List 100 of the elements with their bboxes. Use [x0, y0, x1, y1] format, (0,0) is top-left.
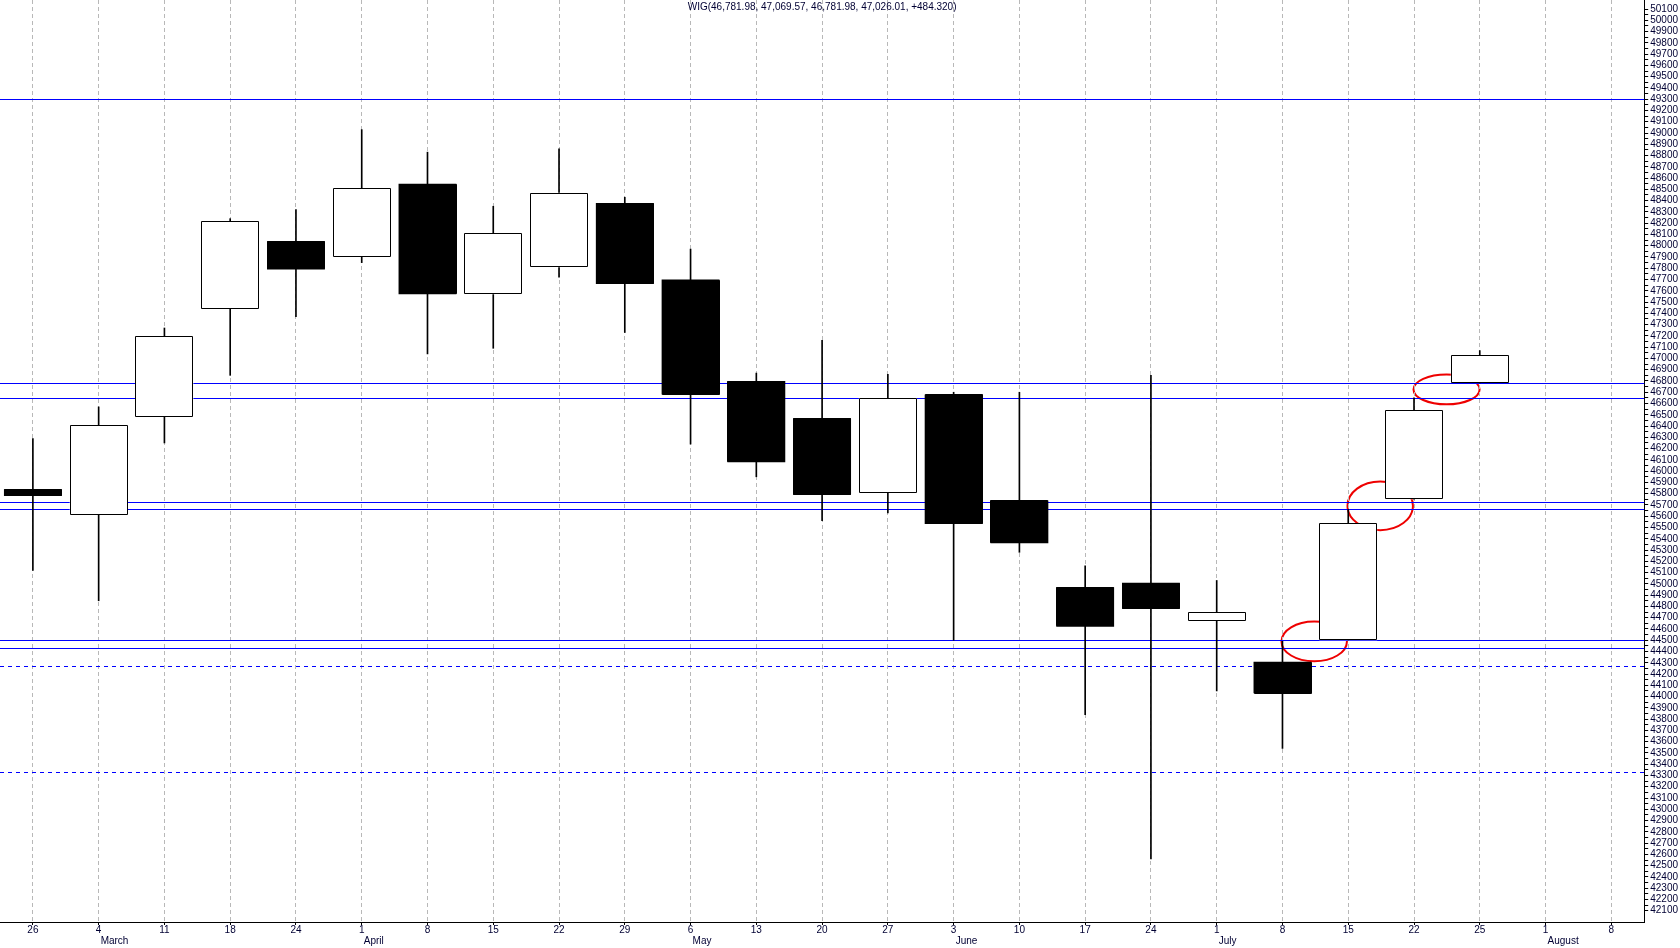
y-tick-label: 42900	[1650, 814, 1679, 826]
y-tick-label: 46400	[1650, 419, 1679, 431]
y-tick-label: 45100	[1650, 566, 1679, 578]
y-tick-label: 49400	[1650, 81, 1679, 93]
y-tick-label: 43600	[1650, 735, 1679, 747]
text: August	[1547, 934, 1579, 946]
y-tick-label: 43800	[1650, 712, 1679, 724]
y-tick-label: 49300	[1650, 92, 1679, 104]
y-tick-label: 47100	[1650, 340, 1679, 352]
y-tick-label: 43200	[1650, 780, 1679, 792]
y-tick-label: 44100	[1650, 679, 1679, 691]
x-tick-label: 15	[487, 924, 500, 936]
y-tick-label: 44400	[1650, 645, 1679, 657]
y-tick-label: 44000	[1650, 690, 1679, 702]
y-tick-label: 43300	[1650, 769, 1679, 781]
y-tick-label: 46800	[1650, 374, 1679, 386]
text: July	[1218, 934, 1237, 946]
y-tick-label: 45400	[1650, 532, 1679, 544]
x-tick-label: 20	[816, 924, 829, 936]
y-tick-label: 46500	[1650, 408, 1679, 420]
y-tick-label: 45900	[1650, 476, 1679, 488]
y-tick-label: 48100	[1650, 228, 1679, 240]
y-tick-label: 42400	[1650, 870, 1679, 882]
text: April	[363, 934, 384, 946]
y-tick-label: 44800	[1650, 600, 1679, 612]
y-tick-label: 46900	[1650, 363, 1679, 375]
x-tick-label: 6	[687, 924, 694, 936]
y-tick-label: 49600	[1650, 59, 1679, 71]
x-tick-label: 1	[1542, 924, 1549, 936]
y-tick-label: 43500	[1650, 746, 1679, 758]
y-tick-label: 49500	[1650, 70, 1679, 82]
y-tick-label: 43900	[1650, 701, 1679, 713]
chart-title: WIG(46,781.98, 47,069.57, 46,781.98, 47,026.01, +484.320)	[687, 0, 957, 12]
x-tick-label: 11	[159, 924, 171, 936]
x-tick-label: 4	[95, 924, 102, 936]
y-tick-label: 44200	[1650, 667, 1679, 679]
y-tick-label: 42100	[1650, 904, 1679, 916]
y-tick-label: 43700	[1650, 724, 1679, 736]
y-tick-label: 42700	[1650, 836, 1679, 848]
y-tick-label: 43000	[1650, 803, 1679, 815]
x-tick-label: 29	[619, 924, 631, 936]
y-tick-label: 49200	[1650, 104, 1679, 116]
y-tick-label: 45200	[1650, 555, 1679, 567]
x-tick-label: 10	[1013, 924, 1026, 936]
x-tick-label: 8	[424, 924, 431, 936]
y-tick-label: 43100	[1650, 791, 1679, 803]
y-tick-label: 48200	[1650, 216, 1679, 228]
x-tick-label: 8	[1279, 924, 1286, 936]
x-tick-label: 13	[750, 924, 763, 936]
y-tick-label: 47500	[1650, 295, 1679, 307]
x-tick-label: 26	[27, 924, 39, 936]
y-tick-label: 46000	[1650, 464, 1679, 476]
y-tick-label: 47900	[1650, 250, 1679, 262]
x-tick-label: 24	[1145, 924, 1157, 936]
y-tick-label: 46300	[1650, 431, 1679, 443]
y-tick-label: 50000	[1650, 14, 1679, 26]
y-tick-label: 45500	[1650, 521, 1679, 533]
x-tick-label: 1	[358, 924, 365, 936]
y-tick-label: 47700	[1650, 273, 1679, 285]
y-tick-label: 49700	[1650, 47, 1679, 59]
y-tick-label: 47600	[1650, 284, 1679, 296]
y-tick-label: 46600	[1650, 397, 1679, 409]
y-tick-label: 45800	[1650, 487, 1679, 499]
y-tick-label: 48300	[1650, 205, 1679, 217]
candlestick	[1187, 580, 1246, 692]
y-tick-label: 45700	[1650, 498, 1679, 510]
x-tick-label: 25	[1474, 924, 1486, 936]
y-tick-label: 46700	[1650, 385, 1679, 397]
y-tick-label: 48400	[1650, 194, 1679, 206]
y-tick-label: 45600	[1650, 509, 1679, 521]
y-tick-label: 49900	[1650, 25, 1679, 37]
y-tick-label: 42500	[1650, 859, 1679, 871]
y-tick-label: 48600	[1650, 171, 1679, 183]
y-tick-label: 42800	[1650, 825, 1679, 837]
y-tick-label: 45000	[1650, 577, 1679, 589]
x-tick-label: 17	[1079, 924, 1092, 936]
y-tick-label: 46100	[1650, 453, 1679, 465]
x-tick-label: 27	[882, 924, 894, 936]
y-tick-label: 47800	[1650, 262, 1679, 274]
y-tick-label: 49800	[1650, 36, 1679, 48]
text: June	[955, 934, 978, 946]
y-tick-label: 48000	[1650, 239, 1679, 251]
x-tick-label: 18	[224, 924, 237, 936]
text: March	[100, 934, 129, 946]
text: May	[692, 934, 712, 946]
y-tick-label: 49000	[1650, 126, 1679, 138]
y-tick-label: 50100	[1650, 2, 1679, 14]
y-tick-label: 45300	[1650, 543, 1679, 555]
y-tick-label: 44700	[1650, 611, 1679, 623]
candlestick	[3, 438, 62, 571]
y-tick-label: 44500	[1650, 633, 1679, 645]
y-tick-label: 47200	[1650, 329, 1679, 341]
x-tick-label: 22	[1408, 924, 1420, 936]
x-tick-label: 3	[950, 924, 957, 936]
y-tick-label: 48900	[1650, 138, 1679, 150]
y-tick-label: 47400	[1650, 307, 1679, 319]
y-tick-label: 48700	[1650, 160, 1679, 172]
y-tick-label: 47000	[1650, 352, 1679, 364]
y-tick-label: 44900	[1650, 588, 1679, 600]
x-tick-label: 8	[1608, 924, 1615, 936]
